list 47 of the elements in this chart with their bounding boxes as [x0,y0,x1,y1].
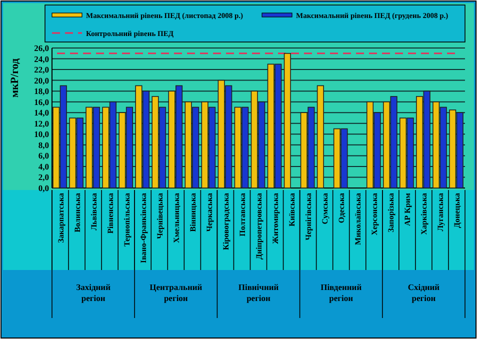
x-tick-label: Черкаська [204,193,214,232]
x-tick-label: Тернопільська [122,193,132,246]
y-tick-label: 22,0 [34,64,49,75]
text: Західний регіон [76,282,111,303]
y-tick-label: 2,0 [38,172,49,182]
y-tick-label: 4,0 [38,161,49,172]
y-tick-label: 18,0 [34,86,49,96]
x-tick-label: Донецька [452,193,462,228]
y-tick-label: 16,0 [34,96,49,107]
x-tick-label: Хмельницька [172,193,181,244]
x-tick-label: АР Крим [403,192,412,226]
x-tick-label: Житомирська [271,193,280,244]
text: Східний регіон [408,282,440,303]
x-tick-label: Сумська [320,193,330,224]
y-tick-label: 24,0 [34,54,49,64]
x-tick-label: Чернівецька [155,193,164,239]
x-tick-label: Івано-Франківська [138,193,148,264]
x-tick-label: Одеська [337,193,346,224]
x-tick-label: Київська [288,193,297,226]
x-tick-label: Закарпатська [56,193,66,243]
text: Північний регіон [238,282,279,303]
y-tick-label: 12,0 [34,118,49,128]
x-tick-label: Волинська [72,193,82,232]
x-tick-label: Херсонська [370,193,380,236]
x-tick-label: Вінницька [188,193,198,232]
y-tick-label: 6,0 [38,150,49,161]
y-tick-label: 0,0 [38,183,49,193]
x-tick-label: Львівська [89,193,98,230]
x-tick-label: Рівненська [106,193,115,234]
x-tick-label: Луганська [436,193,446,232]
x-tick-label: Кіровоградська [221,193,230,250]
y-tick-label: 8,0 [38,140,49,150]
x-tick-label: Чернігівська [304,193,314,240]
x-tick-label: Запорізька [386,193,396,232]
x-tick-label: Миколаївська [354,193,363,245]
x-tick-label: Дніпропетровська [254,193,264,260]
bar [316,85,324,188]
text: Південний регіон [320,282,362,303]
x-tick-label: Харківська [420,193,429,235]
y-tick-label: 10,0 [34,129,49,140]
y-tick-label: 14,0 [34,108,49,118]
bar [284,52,291,188]
y-tick-label: 20,0 [34,75,49,86]
x-tick-label: Полтавська [238,193,247,236]
y-axis-title: мкР/год [9,58,21,98]
text: Центральний регіон [150,282,202,303]
y-tick-label: 26,0 [34,43,49,53]
